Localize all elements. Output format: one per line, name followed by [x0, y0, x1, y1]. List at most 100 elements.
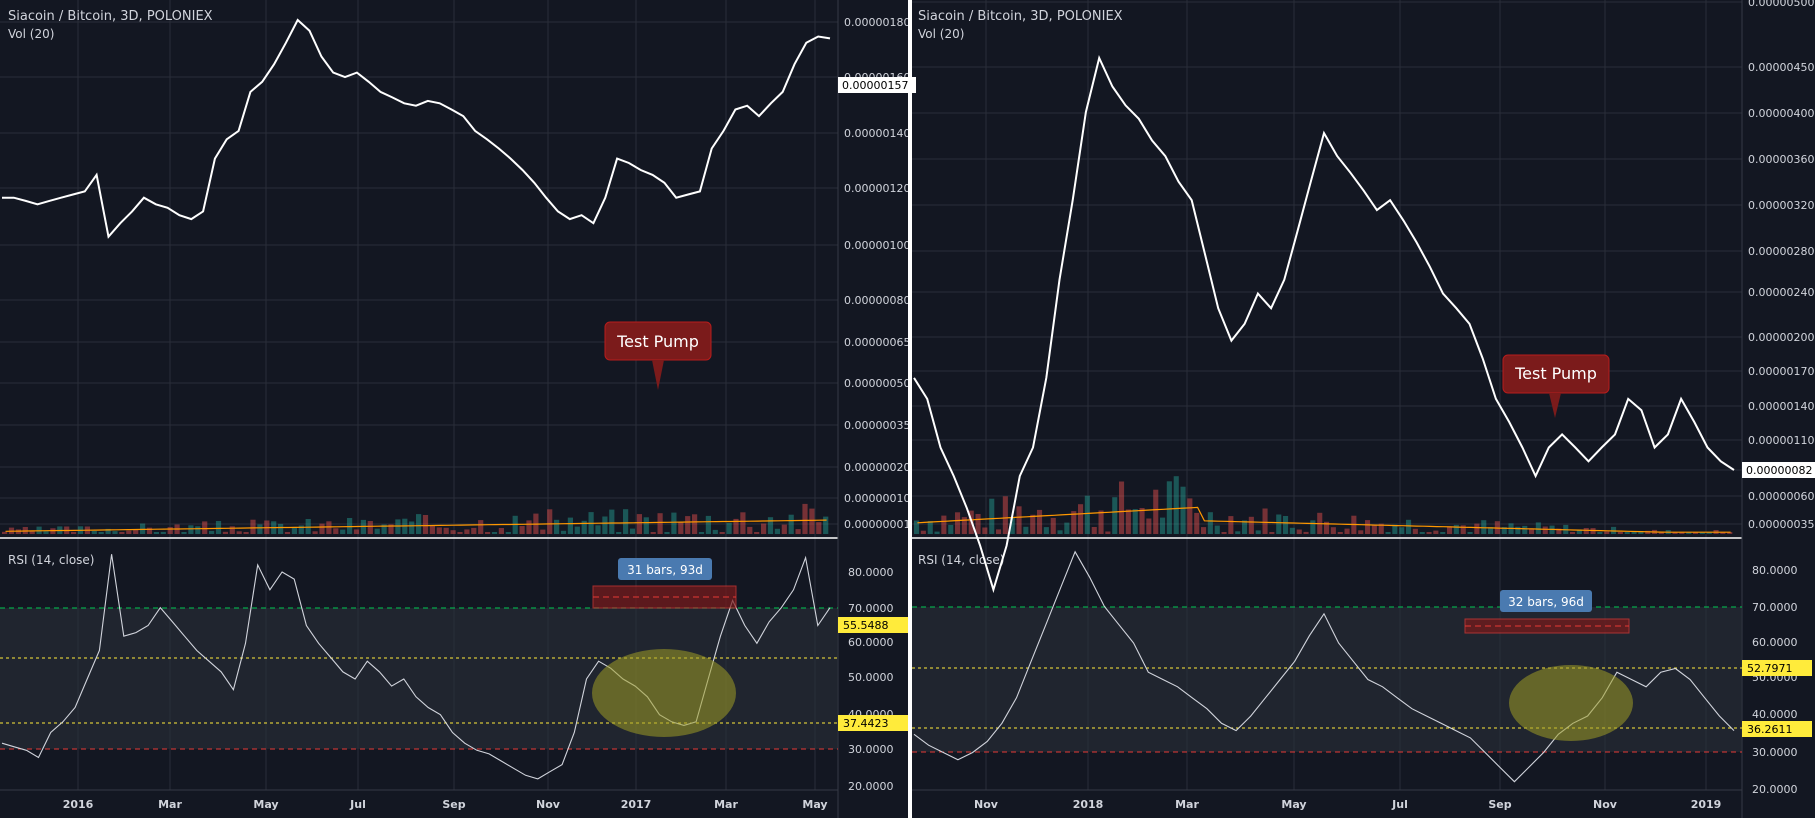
left-volume-bar: [250, 519, 256, 534]
right-volume-bar: [975, 514, 981, 534]
left-time-tick-label: 2016: [63, 798, 94, 811]
left-volume-bar: [547, 509, 553, 534]
right-rsi-tick-label: 30.0000: [1752, 746, 1798, 759]
right-volume-bar: [1112, 497, 1118, 534]
right-volume-bar: [1030, 514, 1036, 534]
right-volume-bar: [1037, 509, 1043, 534]
right-volume-bar: [1084, 495, 1090, 534]
left-volume-bar: [774, 528, 780, 534]
left-price-tick-label: 0.00000140: [844, 127, 910, 140]
right-volume-bar: [1324, 521, 1330, 534]
right-volume-bar: [1255, 530, 1261, 534]
left-volume-bar: [278, 523, 284, 534]
left-hline2-label-box: [838, 715, 908, 731]
left-volume-bar: [71, 531, 77, 534]
right-vol-label: Vol (20): [918, 27, 964, 41]
right-volume-bar: [1686, 532, 1692, 534]
right-volume-bar: [1344, 528, 1350, 534]
right-hline1-label-box: [1742, 660, 1812, 676]
left-volume-bar: [616, 532, 622, 534]
right-hline2-label: 36.2611: [1747, 723, 1793, 736]
left-volume-bar: [740, 512, 746, 534]
right-price-tick-label: 0.00000360: [1748, 153, 1814, 166]
right-volume-bar: [1180, 486, 1186, 534]
right-volume-bar: [1556, 528, 1562, 534]
right-volume-bar: [1303, 531, 1309, 534]
right-volume-bar: [1358, 530, 1364, 534]
right-volume-bar: [1269, 532, 1275, 534]
left-callout-pointer: [652, 360, 664, 390]
left-volume-bar: [519, 526, 525, 534]
right-price-line: [913, 54, 1735, 594]
left-time-tick-label: Nov: [536, 798, 561, 811]
left-time-axis: 2016 Mar May Jul Sep Nov 2017 Mar May: [63, 798, 828, 811]
left-volume-bar: [457, 532, 463, 534]
right-rsi-tick-label: 40.0000: [1752, 708, 1798, 721]
right-volume-bar: [1262, 508, 1268, 534]
left-volume-bar: [126, 530, 132, 534]
left-volume-bar: [422, 515, 429, 534]
right-volume-bar: [1535, 522, 1541, 534]
left-volume-bar: [574, 526, 580, 534]
right-volume-bar: [1658, 532, 1664, 534]
right-volume-bar: [941, 515, 947, 534]
right-volume-bar: [1447, 526, 1453, 534]
right-volume-bar: [1242, 520, 1248, 534]
left-callout-text: Test Pump: [616, 332, 699, 351]
right-volume-bar: [1378, 523, 1384, 534]
right-highlight-ellipse: [1509, 665, 1633, 741]
left-volume-bar: [209, 530, 215, 534]
left-volume-bar: [43, 531, 49, 534]
right-volume-bar: [1727, 532, 1733, 534]
right-volume-bar: [1146, 518, 1152, 534]
right-volume-bar: [1385, 532, 1391, 534]
left-volume-bar: [450, 530, 456, 534]
left-hline1-label-box: [838, 617, 908, 633]
left-vol-label: Vol (20): [8, 27, 54, 41]
left-volume-bar: [802, 503, 808, 534]
right-volume-bar: [1720, 532, 1726, 534]
left-last-price: 0.00000157: [842, 79, 908, 92]
right-price-tick-label: 0.00000450: [1748, 61, 1814, 74]
left-volume-bar: [767, 517, 774, 534]
left-volume-bar: [119, 532, 125, 534]
right-volume-bar: [1276, 514, 1282, 534]
right-volume-bar: [1440, 532, 1446, 534]
right-volume-bar: [1645, 530, 1651, 534]
left-volume-bar: [692, 514, 698, 534]
left-rsi-label: RSI (14, close): [8, 553, 94, 567]
right-rsi-tick-label: 20.0000: [1752, 783, 1798, 796]
right-price-tick-label: 0.00000240: [1748, 286, 1814, 299]
right-volume-bar: [1330, 527, 1336, 534]
right-volume-bar: [914, 520, 920, 534]
right-volume-bar: [961, 517, 967, 534]
right-time-tick-label: Jul: [1391, 798, 1408, 811]
right-volume-bar: [1488, 527, 1494, 534]
right-volume-bar: [920, 530, 926, 534]
left-rsi-tick-label: 60.0000: [848, 636, 894, 649]
left-volume-bar: [112, 531, 118, 534]
left-volume-bar: [326, 521, 332, 534]
left-volume-bar: [567, 517, 573, 534]
left-time-tick-label: 2017: [621, 798, 652, 811]
left-volume-bar: [581, 520, 587, 534]
left-volume-bar: [153, 532, 159, 534]
left-time-tick-label: Mar: [714, 798, 738, 811]
left-volume-bar: [636, 514, 642, 534]
left-volume-bar: [478, 520, 484, 534]
left-rsi-tick-label: 20.0000: [848, 780, 894, 793]
right-rsi-tick-label: 70.0000: [1752, 601, 1798, 614]
left-volume-bar: [560, 530, 567, 534]
right-callout-text: Test Pump: [1514, 364, 1597, 383]
left-volume-bar: [229, 526, 235, 534]
right-callout-pointer: [1549, 393, 1561, 418]
right-volume-bar: [1672, 532, 1678, 534]
left-volume-bar: [629, 528, 636, 534]
right-price-tick-label: 0.00000320: [1748, 199, 1814, 212]
left-volume-bar: [395, 519, 401, 534]
left-volume-bar: [388, 524, 394, 534]
right-volume-bar: [1078, 504, 1084, 534]
left-volume-bar: [374, 528, 380, 534]
panel-divider: [908, 0, 912, 818]
